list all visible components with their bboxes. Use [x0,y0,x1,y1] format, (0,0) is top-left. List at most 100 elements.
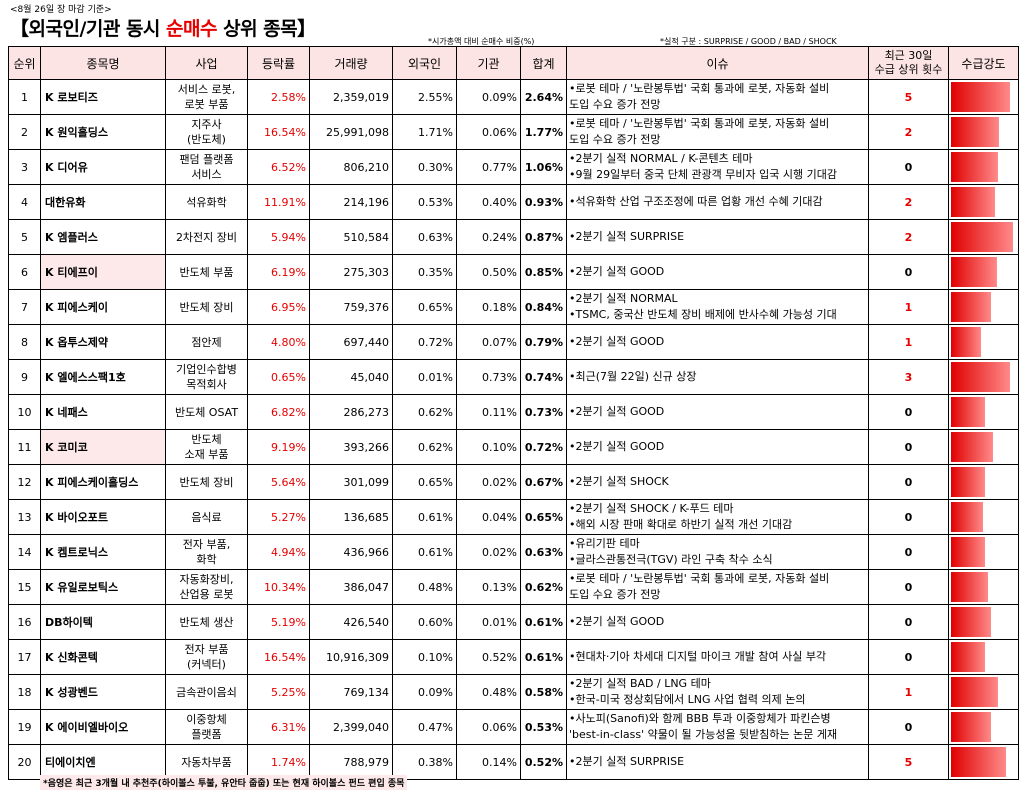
total-cell: 0.73% [520,394,567,430]
issue-line: •2분기 실적 GOOD [569,405,665,418]
rank-cell: 15 [8,569,41,605]
business-cell: 기업인수합병 목적회사 [165,359,248,395]
institution-cell: 0.48% [456,674,521,710]
business-line: 반도체 장비 [179,300,234,314]
business-cell: 반도체 부품 [165,254,248,290]
strength-bar [951,677,998,707]
table-header-row: 순위 종목명 사업 등락률 거래량 외국인 기관 합계 이슈 최근 30일 수급 … [8,46,1019,80]
total-cell: 0.58% [520,674,567,710]
business-line: 팬덤 플랫폼 [179,153,234,166]
institution-cell: 0.07% [456,324,521,360]
col-rank: 순위 [8,46,41,80]
strength-cell [948,289,1019,325]
issue-cell: •로봇 테마 / '노란봉투법' 국회 통과에 로봇, 자동화 설비 도입 수요 … [566,114,869,150]
issue-cell: •2분기 실적 NORMAL •TSMC, 중국산 반도체 장비 배제에 반사수혜… [566,289,869,325]
total-cell: 0.74% [520,359,567,395]
table-row: 17 K 신화콘텍 전자 부품 (커넥터) 16.54% 10,916,309 0.10% 0… [8,639,1019,675]
strength-cell [948,709,1019,745]
stock-name-cell: K 원익홀딩스 [40,114,166,150]
footnote: *음영은 최근 3개월 내 추천주(하이볼스 투불, 유안타 줍줍) 또는 현재… [40,775,408,790]
volume-cell: 214,196 [309,184,393,220]
total-cell: 0.79% [520,324,567,360]
table-row: 4 대한유화 석유화학 11.91% 214,196 0.53% 0.40% 0.93% •석유… [8,184,1019,220]
strength-cell [948,499,1019,535]
issue-line: •2분기 실적 BAD / LNG 테마 [569,677,711,690]
institution-cell: 0.18% [456,289,521,325]
issue-line: •2분기 실적 GOOD [569,335,665,348]
rank-cell: 8 [8,324,41,360]
issue-cell: •2분기 실적 GOOD [566,254,869,290]
change-cell: 5.27% [247,499,310,535]
issue-cell: •석유화학 산업 구조조정에 따른 업황 개선 수혜 기대감 [566,184,869,220]
table-row: 11 K 코미코 반도체 소재 부품 9.19% 393,266 0.62% 0.10% 0.7… [8,429,1019,465]
rank-cell: 13 [8,499,41,535]
business-cell: 음식료 [165,499,248,535]
issue-line: •TSMC, 중국산 반도체 장비 배제에 반사수혜 가능성 기대 [569,308,837,321]
col-institution: 기관 [456,46,521,80]
rank-cell: 1 [8,79,41,115]
business-cell: 금속관이음쇠 [165,674,248,710]
volume-cell: 697,440 [309,324,393,360]
institution-cell: 0.14% [456,744,521,780]
total-cell: 0.67% [520,464,567,500]
change-cell: 10.34% [247,569,310,605]
table-row: 18 K 성광벤드 금속관이음쇠 5.25% 769,134 0.09% 0.48% 0.58… [8,674,1019,710]
issue-cell: •2분기 실적 GOOD [566,394,869,430]
volume-cell: 769,134 [309,674,393,710]
institution-cell: 0.01% [456,604,521,640]
col-name: 종목명 [40,46,166,80]
volume-cell: 759,376 [309,289,393,325]
change-cell: 6.19% [247,254,310,290]
issue-line: •사노피(Sanofi)와 함께 BBB 투과 이중항체가 파킨슨병 [569,712,831,725]
col-strength: 수급강도 [948,46,1019,80]
col-count-line1: 최근 30일 [884,49,933,62]
business-line: 전자 부품, [182,538,231,551]
strength-bar [951,397,985,427]
count-cell: 1 [868,674,949,710]
institution-cell: 0.11% [456,394,521,430]
volume-cell: 45,040 [309,359,393,395]
institution-cell: 0.40% [456,184,521,220]
business-cell: 2차전지 장비 [165,219,248,255]
business-line: 2차전지 장비 [175,230,238,244]
issue-line: •해외 시장 판매 확대로 하반기 실적 개선 기대감 [569,518,793,531]
business-line: 반도체 부품 [179,265,234,279]
institution-cell: 0.06% [456,114,521,150]
col-issue: 이슈 [566,46,869,80]
business-line: 화학 [196,553,217,566]
count-cell: 0 [868,639,949,675]
rank-cell: 12 [8,464,41,500]
institution-cell: 0.09% [456,79,521,115]
stock-name-cell: K 디어유 [40,149,166,185]
volume-cell: 806,210 [309,149,393,185]
strength-cell [948,534,1019,570]
total-cell: 0.63% [520,534,567,570]
volume-cell: 136,685 [309,499,393,535]
earnings-note: *실적 구분 : SURPRISE / GOOD / BAD / SHOCK [660,37,837,46]
business-cell: 전자 부품, 화학 [165,534,248,570]
volume-cell: 788,979 [309,744,393,780]
rank-cell: 11 [8,429,41,465]
change-cell: 4.80% [247,324,310,360]
foreign-cell: 0.38% [392,744,457,780]
strength-bar [951,712,992,742]
business-cell: 반도체 장비 [165,289,248,325]
rank-cell: 6 [8,254,41,290]
business-line: 자동화장비, [179,573,234,586]
change-cell: 1.74% [247,744,310,780]
business-cell: 점안제 [165,324,248,360]
issue-cell: •2분기 실적 SHOCK [566,464,869,500]
table-row: 12 K 피에스케이홀딩스 반도체 장비 5.64% 301,099 0.65% 0.02%… [8,464,1019,500]
issue-line: 'best-in-class' 약물이 될 가능성을 뒷받침하는 논문 게재 [569,728,838,741]
stock-name-cell: K 피에스케이홀딩스 [40,464,166,500]
volume-cell: 510,584 [309,219,393,255]
business-line: 산업용 로봇 [179,588,234,601]
change-cell: 16.54% [247,114,310,150]
business-line: 석유화학 [186,195,227,209]
strength-cell [948,324,1019,360]
stock-name-cell: K 켐트로닉스 [40,534,166,570]
institution-cell: 0.24% [456,219,521,255]
